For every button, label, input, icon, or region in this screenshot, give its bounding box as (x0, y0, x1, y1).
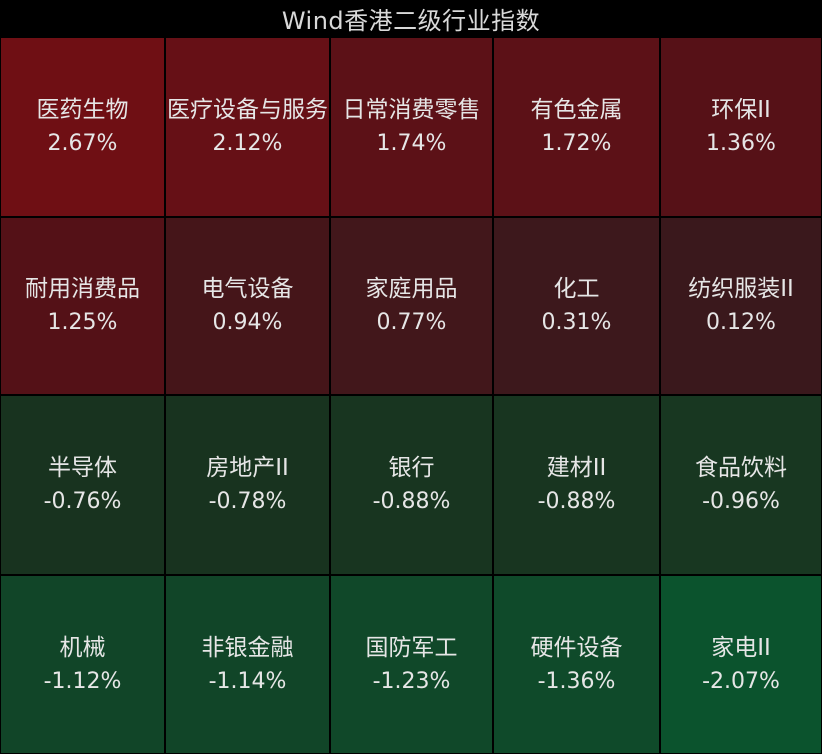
heatmap-cell[interactable]: 食品饮料 -0.96% (660, 395, 822, 575)
cell-change-value: 1.72% (541, 131, 612, 156)
cell-industry-name: 建材II (546, 455, 607, 481)
cell-change-value: -1.14% (208, 668, 287, 694)
cell-industry-name: 硬件设备 (530, 634, 623, 661)
cell-change-value: -0.96% (702, 489, 780, 514)
cell-change-value: 1.36% (706, 131, 776, 156)
cell-industry-name: 房地产II (206, 455, 289, 481)
heatmap-cell[interactable]: 纺织服装II 0.12% (660, 217, 822, 395)
cell-industry-name: 耐用消费品 (25, 276, 140, 302)
cell-industry-name: 非银金融 (201, 634, 294, 661)
cell-industry-name: 半导体 (48, 455, 117, 481)
cell-industry-name: 家电II (711, 634, 771, 661)
heatmap-cell[interactable]: 国防军工 -1.23% (330, 575, 493, 754)
heatmap-cell[interactable]: 医疗设备与服务 2.12% (165, 37, 330, 217)
heatmap-cell[interactable]: 化工 0.31% (493, 217, 660, 395)
heatmap-cell[interactable]: 有色金属 1.72% (493, 37, 660, 217)
cell-industry-name: 有色金属 (530, 97, 623, 123)
cell-industry-name: 纺织服装II (688, 276, 794, 302)
cell-industry-name: 食品饮料 (695, 455, 787, 481)
cell-industry-name: 国防军工 (365, 634, 458, 661)
heatmap-cell[interactable]: 电气设备 0.94% (165, 217, 330, 395)
heatmap-cell[interactable]: 日常消费零售 1.74% (330, 37, 493, 217)
chart-title: Wind香港二级行业指数 (281, 6, 541, 35)
cell-change-value: -0.76% (43, 489, 122, 514)
heatmap-cell[interactable]: 建材II -0.88% (493, 395, 660, 575)
cell-industry-name: 银行 (388, 455, 435, 481)
heatmap-cell[interactable]: 银行 -0.88% (330, 395, 493, 575)
cell-change-value: -1.12% (43, 668, 122, 694)
cell-change-value: 1.74% (376, 131, 447, 156)
cell-change-value: -0.78% (208, 489, 287, 514)
cell-industry-name: 医药生物 (36, 97, 129, 123)
cell-change-value: 0.12% (706, 310, 776, 335)
heatmap-cell[interactable]: 半导体 -0.76% (0, 395, 165, 575)
heatmap-grid: 医药生物 2.67% 医疗设备与服务 2.12% 日常消费零售 1.74% 有色金属 1.72… (0, 37, 822, 754)
heatmap-cell[interactable]: 硬件设备 -1.36% (493, 575, 660, 754)
cell-change-value: -1.36% (537, 668, 616, 694)
cell-change-value: -0.88% (372, 489, 451, 514)
cell-industry-name: 化工 (553, 276, 600, 302)
cell-change-value: 0.94% (212, 310, 283, 335)
cell-industry-name: 电气设备 (201, 276, 294, 302)
cell-change-value: -0.88% (537, 489, 616, 514)
cell-industry-name: 家庭用品 (365, 276, 458, 302)
cell-change-value: -2.07% (702, 668, 780, 694)
cell-industry-name: 环保II (711, 97, 771, 123)
heatmap-cell[interactable]: 家庭用品 0.77% (330, 217, 493, 395)
cell-industry-name: 日常消费零售 (342, 97, 481, 123)
cell-change-value: -1.23% (372, 668, 451, 694)
cell-industry-name: 医疗设备与服务 (167, 97, 328, 123)
cell-change-value: 2.67% (47, 131, 118, 156)
heatmap-cell[interactable]: 机械 -1.12% (0, 575, 165, 754)
cell-change-value: 0.77% (376, 310, 447, 335)
heatmap-cell[interactable]: 环保II 1.36% (660, 37, 822, 217)
heatmap-cell[interactable]: 家电II -2.07% (660, 575, 822, 754)
heatmap-cell[interactable]: 医药生物 2.67% (0, 37, 165, 217)
heatmap-cell[interactable]: 房地产II -0.78% (165, 395, 330, 575)
heatmap-cell[interactable]: 耐用消费品 1.25% (0, 217, 165, 395)
heatmap-cell[interactable]: 非银金融 -1.14% (165, 575, 330, 754)
cell-change-value: 1.25% (47, 310, 118, 335)
cell-change-value: 2.12% (212, 131, 283, 156)
cell-industry-name: 机械 (59, 634, 106, 661)
cell-change-value: 0.31% (541, 310, 612, 335)
